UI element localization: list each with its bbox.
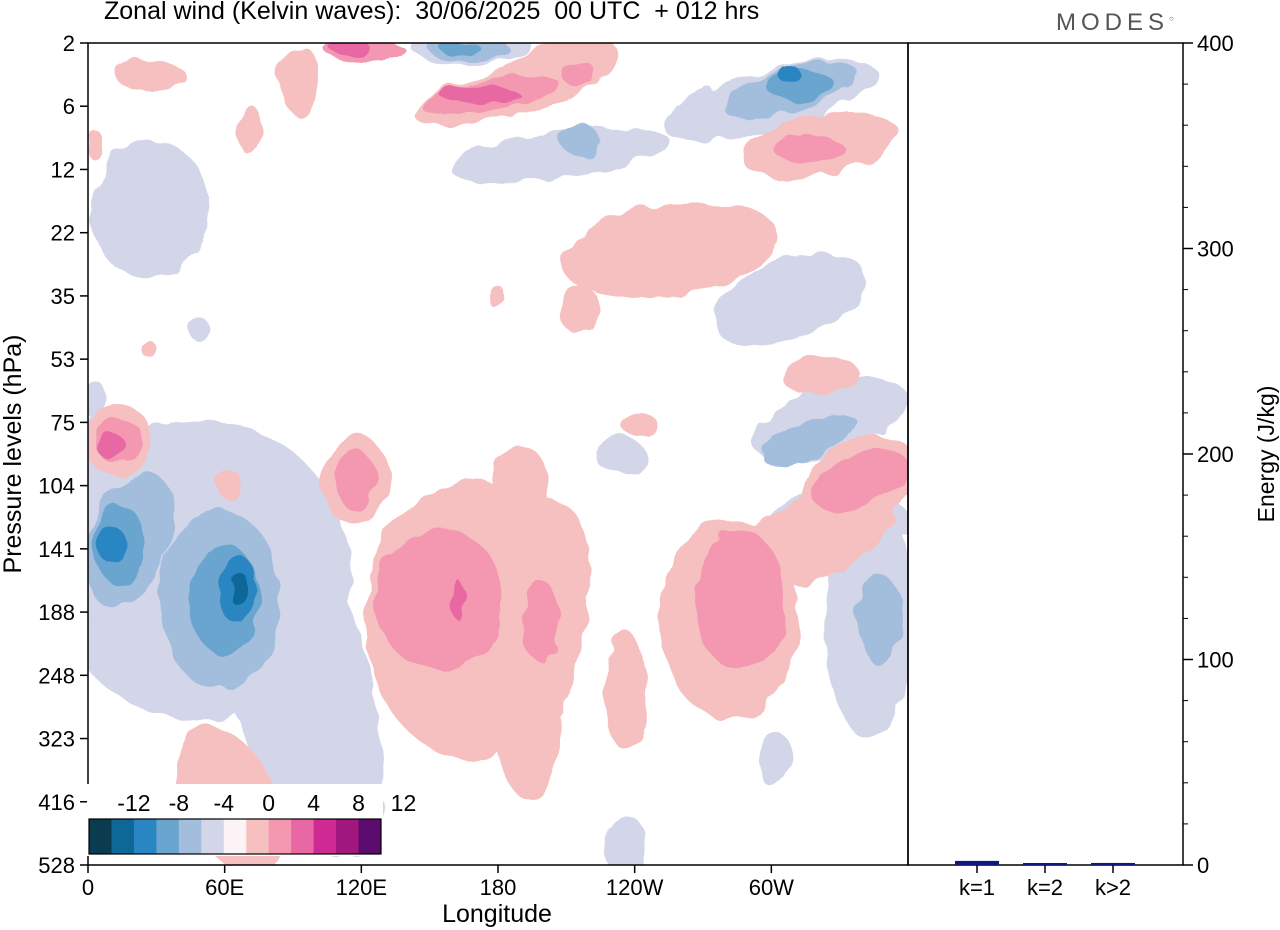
x-tick-label: 120E [336, 875, 387, 900]
energy-bar [1023, 863, 1067, 865]
colorbar-tick-label: 4 [307, 790, 320, 816]
bar-category-label: k>2 [1095, 875, 1131, 900]
colorbar-tick-label: -4 [214, 790, 235, 816]
y-tick-label: 248 [38, 663, 75, 688]
logo-text: MODES [1056, 9, 1170, 36]
colorbar-swatch [336, 819, 360, 854]
x-tick-label: 60E [205, 875, 244, 900]
colorbar-tick-label: 0 [262, 790, 275, 816]
colorbar-border [88, 818, 382, 855]
y-tick-label: 12 [51, 157, 75, 182]
colorbar-label-background [87, 784, 383, 817]
colorbar-swatch [178, 819, 202, 854]
y-tick-label: 22 [51, 221, 75, 246]
y-tick-label: 53 [51, 347, 75, 372]
bar-category-label: k=2 [1027, 875, 1063, 900]
y-tick-label: 528 [38, 853, 75, 878]
energy-frame [907, 42, 1184, 866]
y-tick-label: 75 [51, 410, 75, 435]
y-tick-label: 35 [51, 284, 75, 309]
energy-tick-label: 200 [1197, 442, 1234, 467]
colorbar-tick-label: 8 [352, 790, 365, 816]
chart-title: Zonal wind (Kelvin waves): 30/06/2025 00… [104, 0, 760, 25]
x-tick-label: 60W [749, 875, 794, 900]
energy-tick-label: 100 [1197, 648, 1234, 673]
energy-axis-label: Energy (J/kg) [1253, 386, 1279, 523]
y-tick-label: 141 [38, 537, 75, 562]
y-tick-label: 104 [38, 474, 75, 499]
colorbar-swatch [201, 819, 225, 854]
y-tick-label: 6 [63, 94, 75, 119]
y-tick-label: 188 [38, 600, 75, 625]
energy-tick-label: 0 [1197, 853, 1209, 878]
colorbar-swatch [223, 819, 247, 854]
colorbar-tick-label: -12 [117, 790, 150, 816]
x-tick-label: 0 [82, 875, 94, 900]
colorbar-swatch [89, 819, 112, 854]
energy-bar [1091, 862, 1135, 865]
colorbar-swatch [156, 819, 180, 854]
bar-category-label: k=1 [959, 875, 995, 900]
energy-bars: k=1 k=2 k>2 [955, 860, 1135, 900]
colorbar-swatch [291, 819, 315, 854]
energy-bar [955, 860, 999, 865]
colorbar-swatch [246, 819, 270, 854]
x-axis-label: Longitude [442, 900, 552, 928]
y-tick-label: 323 [38, 727, 75, 752]
colorbar-swatch [133, 819, 157, 854]
energy-tick-label: 300 [1197, 237, 1234, 262]
colorbar-tick-label: 12 [391, 790, 417, 816]
energy-tick-label: 400 [1197, 31, 1234, 56]
y-tick-label: 416 [38, 790, 75, 815]
colorbar-tick-label: -8 [169, 790, 189, 816]
x-tick-label: 180 [480, 875, 517, 900]
colorbar-swatch [111, 819, 135, 854]
modes-logo: MODES○ [1056, 9, 1174, 36]
contour-field [88, 43, 908, 865]
colorbar-swatch [313, 819, 337, 854]
x-tick-label: 120W [606, 875, 664, 900]
colorbar-swatch [358, 819, 382, 854]
y-axis-label: Pressure levels (hPa) [0, 335, 27, 574]
colorbar: -12 -8 -4 0 4 8 12 [87, 784, 416, 856]
y-tick-label: 2 [63, 31, 75, 56]
colorbar-swatch [268, 819, 292, 854]
